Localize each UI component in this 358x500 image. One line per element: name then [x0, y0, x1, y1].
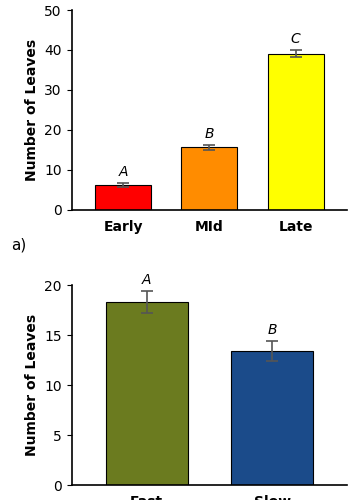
Bar — [95, 185, 151, 210]
Bar — [267, 54, 324, 210]
Text: A: A — [118, 165, 128, 179]
Bar — [106, 302, 188, 485]
Text: a): a) — [11, 238, 26, 252]
Text: A: A — [142, 274, 151, 287]
Y-axis label: Number of Leaves: Number of Leaves — [25, 314, 39, 456]
Text: C: C — [291, 32, 300, 46]
Text: B: B — [205, 127, 214, 141]
Text: B: B — [267, 324, 277, 338]
Y-axis label: Number of Leaves: Number of Leaves — [25, 38, 39, 181]
Bar — [182, 148, 237, 210]
Bar — [231, 352, 313, 485]
